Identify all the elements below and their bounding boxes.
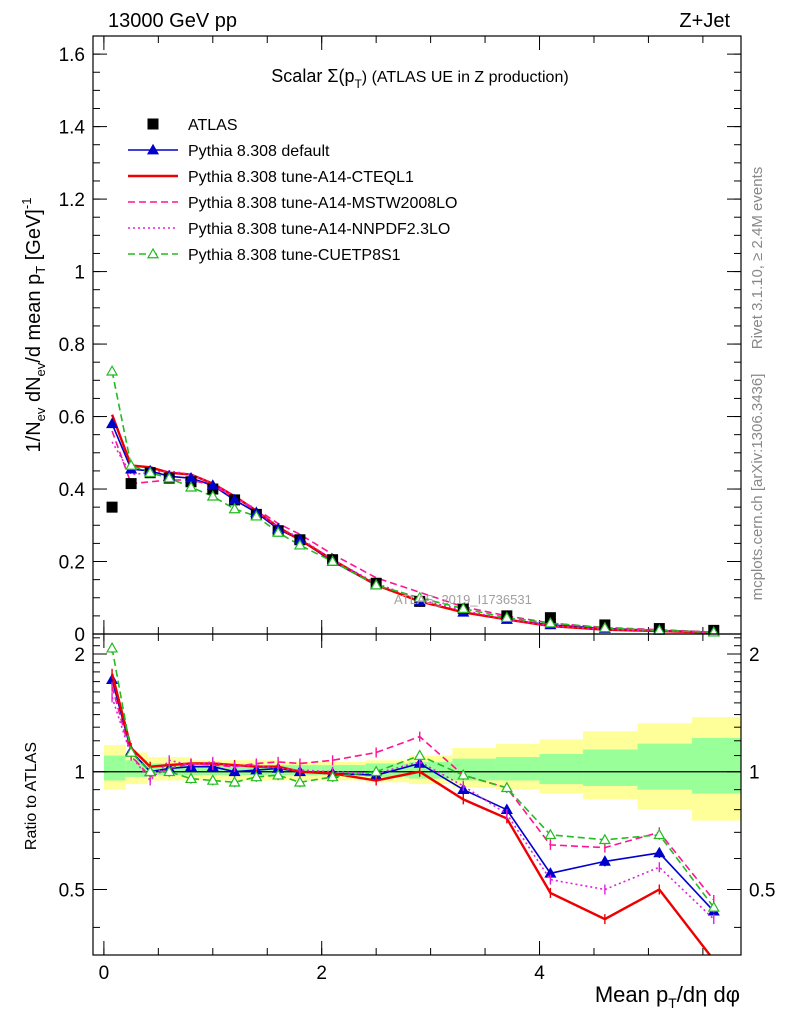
ratio-data-point-4: [413, 749, 426, 760]
y-tick-label: 0.8: [59, 335, 85, 356]
ratio-frame: [92, 633, 742, 956]
ratio-data-point-4: [125, 746, 138, 757]
legend-marker: [146, 143, 160, 155]
data-point-5: [413, 591, 426, 603]
y-axis-label: 1/Nev dNev/d mean pT [GeV]-1: [19, 198, 48, 453]
header-left: 13000 GeV pp: [108, 10, 237, 32]
legend-label: Pythia 8.308 tune-A14-MSTW2008LO: [188, 195, 457, 212]
uncertainty-band-green: [539, 754, 584, 785]
uncertainty-band-green: [637, 743, 692, 790]
ratio-data-point-4: [500, 781, 513, 793]
legend-label: Pythia 8.308 tune-CUETP8S1: [188, 247, 401, 264]
ratio-y-tick-label: 0.5: [59, 880, 85, 901]
data-point-5: [106, 365, 119, 376]
data-point-5: [125, 459, 138, 470]
ratio-y-tick-label-right: 2: [749, 645, 760, 666]
x-tick-label: 2: [316, 963, 327, 984]
uncertainty-band-green: [321, 765, 366, 776]
data-point-5: [293, 538, 306, 550]
data-point-5: [228, 502, 241, 514]
legend-marker: [146, 247, 160, 259]
ratio-y-tick-label: 1: [74, 763, 85, 784]
y-tick-label: 0.4: [59, 480, 86, 501]
data-point-5: [184, 481, 198, 492]
chart-title: Scalar Σ(pT) (ATLAS UE in Z production): [271, 66, 568, 91]
ratio-panel: 0.5 0.5 1 1 2 2 0 2 4: [59, 633, 775, 984]
ratio-series-group: [106, 641, 720, 955]
ratio-data-point-4: [653, 828, 666, 840]
data-point-5: [250, 510, 263, 521]
y-tick-label: 0: [74, 625, 85, 646]
data-point-5: [163, 471, 176, 483]
x-axis-label: Mean pT/dη dφ: [595, 982, 740, 1011]
data-point-5: [272, 526, 285, 537]
data-point-5: [598, 621, 611, 633]
y-tick-label: 0.6: [59, 408, 85, 429]
ratio-data-point-0: [653, 846, 666, 858]
ratio-y-tick-label: 2: [74, 645, 85, 666]
data-point-1: [206, 479, 219, 490]
main-panel: 0 0.2 0.4 0.6 0.8 1 1.2 1.4 1.6: [59, 35, 742, 646]
uncertainty-band-green: [495, 757, 540, 781]
ratio-data-point-4: [184, 772, 198, 784]
y-tick-label: 0.2: [59, 553, 85, 574]
legend-marker: [147, 118, 159, 130]
ratio-data-point-4: [163, 765, 176, 777]
data-point-0: [106, 501, 118, 513]
y-tick-label: 1.2: [59, 190, 85, 211]
data-point-0: [125, 478, 137, 490]
ratio-data-point-4: [206, 774, 219, 785]
legend: ATLAS Pythia 8.308 default Pythia 8.308 tu…: [128, 117, 457, 264]
uncertainty-band-green: [103, 755, 126, 781]
ratio-data-point-4: [457, 768, 470, 780]
data-point-5: [457, 602, 470, 613]
data-point-5: [500, 611, 513, 623]
legend-label: Pythia 8.308 tune-A14-NNPDF2.3LO: [188, 221, 450, 238]
ratio-series-line-1: [110, 673, 712, 955]
ratio-y-tick-label-right: 0.5: [749, 880, 775, 901]
data-point-5: [326, 555, 339, 566]
watermark: ATLAS_2019_I1736531: [394, 592, 532, 607]
ratio-data-point-4: [250, 770, 263, 782]
x-tick-label: 0: [99, 963, 110, 984]
ratio-data-point-4: [544, 828, 557, 840]
ratio-data-point-4: [370, 765, 383, 777]
x-tick-label: 4: [534, 963, 545, 984]
y-tick-label: 1: [74, 263, 85, 284]
uncertainty-band-green: [583, 749, 638, 786]
ratio-data-point-4: [272, 768, 285, 780]
legend-label: Pythia 8.308 tune-A14-CTEQL1: [188, 169, 414, 186]
legend-label: ATLAS: [188, 117, 238, 134]
data-point-5: [144, 466, 157, 478]
ratio-data-point-4: [598, 833, 611, 845]
ratio-data-point-4: [326, 770, 339, 782]
ratio-series-line-3: [111, 697, 715, 920]
ratio-y-tick-label-right: 1: [749, 763, 760, 784]
ratio-data-point-4: [707, 901, 720, 912]
rivet-label: Rivet 3.1.10, ≥ 2.4M events: [749, 167, 766, 350]
ratio-data-point-4: [106, 641, 119, 653]
legend-label: Pythia 8.308 default: [188, 143, 330, 160]
y-tick-label: 1.6: [59, 45, 85, 66]
data-point-5: [370, 578, 383, 590]
data-point-5: [206, 490, 219, 501]
data-point-1: [106, 417, 119, 429]
ratio-data-point-4: [144, 765, 157, 777]
ratio-data-point-4: [293, 776, 306, 787]
ratio-data-point-0: [598, 855, 611, 866]
uncertainty-band-green: [691, 737, 741, 794]
ratio-y-axis-label: Ratio to ATLAS: [23, 742, 40, 850]
mcplots-label: mcplots.cern.ch [arXiv:1306.3436]: [749, 374, 766, 601]
header-right: Z+Jet: [679, 10, 730, 32]
y-tick-label: 1.4: [59, 118, 86, 139]
ratio-data-point-4: [228, 776, 241, 787]
data-point-5: [544, 616, 557, 628]
